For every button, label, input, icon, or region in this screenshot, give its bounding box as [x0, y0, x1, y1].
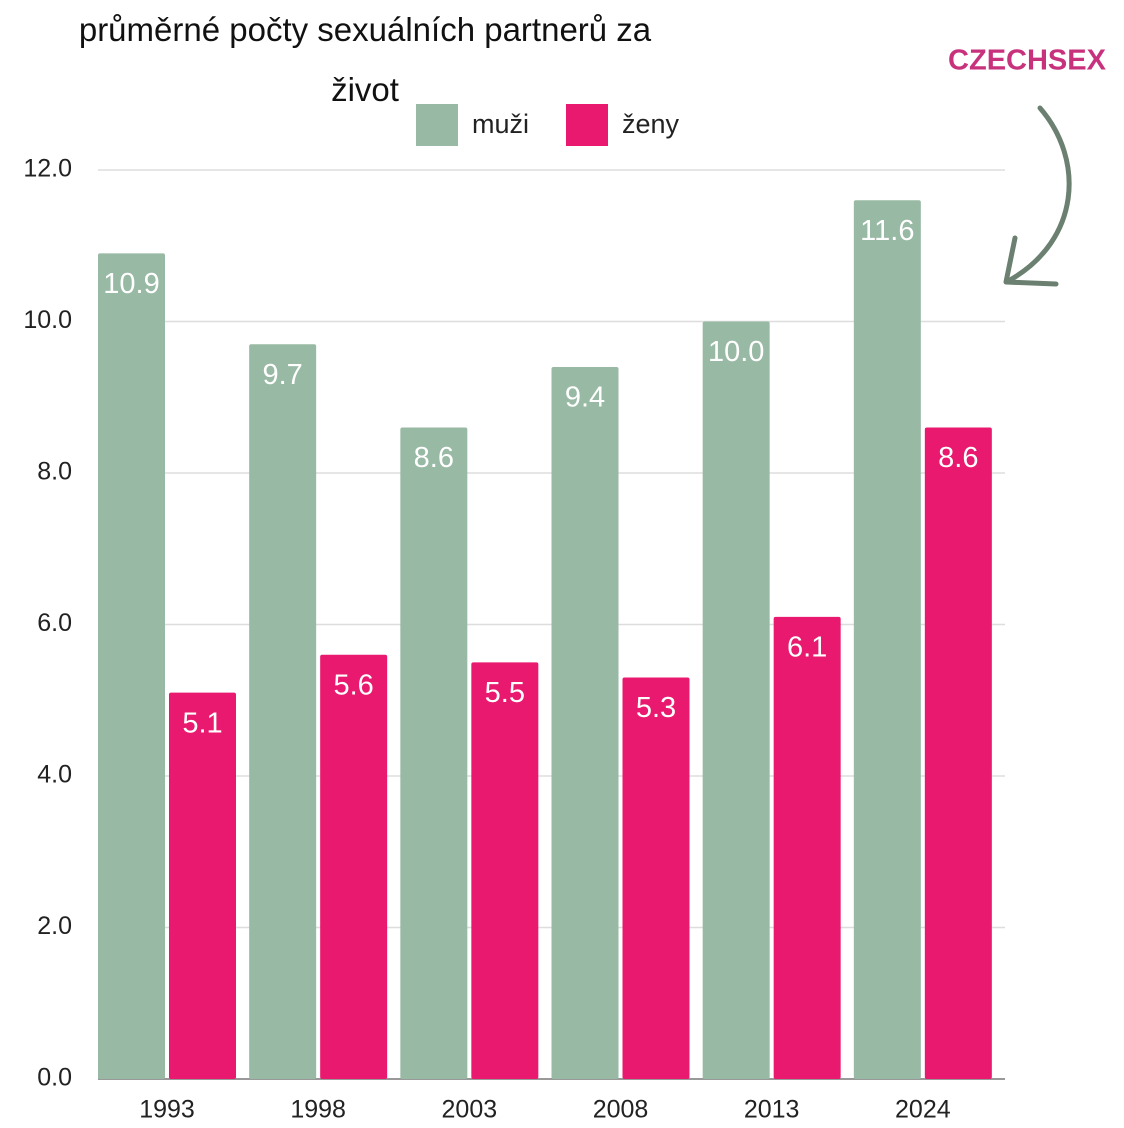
legend-swatch: [566, 104, 608, 146]
value-label: 5.5: [485, 677, 525, 709]
value-label: 5.1: [182, 707, 222, 739]
legend-swatch: [416, 104, 458, 146]
bar: [773, 616, 841, 1079]
bar: [320, 654, 388, 1079]
arrow-head: [1003, 235, 1059, 287]
legend-label: muži: [472, 109, 529, 139]
bar: [622, 677, 690, 1079]
bar: [400, 427, 468, 1079]
bar: [702, 321, 770, 1079]
arrow: [1007, 105, 1072, 283]
bar: [471, 662, 539, 1079]
bar: [853, 200, 921, 1080]
value-label: 9.7: [263, 359, 303, 391]
value-label: 5.3: [636, 692, 676, 724]
x-tick-label: 2003: [442, 1096, 498, 1124]
y-tick-label: 4.0: [37, 761, 72, 789]
bar: [551, 366, 619, 1079]
value-label: 6.1: [787, 632, 827, 664]
x-tick-label: 1998: [290, 1096, 346, 1124]
bar: [98, 253, 165, 1079]
value-label: 11.6: [860, 215, 914, 247]
x-tick-label: 2024: [895, 1096, 951, 1124]
value-label: 10.0: [708, 336, 764, 368]
bar: [249, 344, 317, 1080]
bar: [924, 427, 992, 1079]
x-tick-label: 2008: [593, 1096, 649, 1124]
bar: [169, 692, 236, 1079]
value-label: 8.6: [414, 442, 454, 474]
y-tick-label: 12.0: [23, 155, 72, 183]
y-tick-label: 2.0: [37, 912, 72, 940]
value-label: 9.4: [565, 382, 605, 414]
y-tick-label: 10.0: [23, 306, 72, 334]
value-label: 10.9: [103, 268, 159, 300]
brand: CZECHSEX: [948, 45, 1107, 77]
chart-title: průměrné počty sexuálních partnerů za ži…: [78, 11, 652, 108]
value-label: 5.6: [334, 669, 374, 701]
y-tick-label: 8.0: [37, 458, 72, 486]
y-tick-label: 6.0: [37, 609, 72, 637]
x-tick-label: 2013: [744, 1096, 800, 1124]
value-label: 8.6: [938, 442, 978, 474]
legend-label: ženy: [622, 109, 680, 139]
x-tick-label: 1993: [139, 1096, 195, 1124]
y-tick-label: 0.0: [37, 1064, 72, 1092]
